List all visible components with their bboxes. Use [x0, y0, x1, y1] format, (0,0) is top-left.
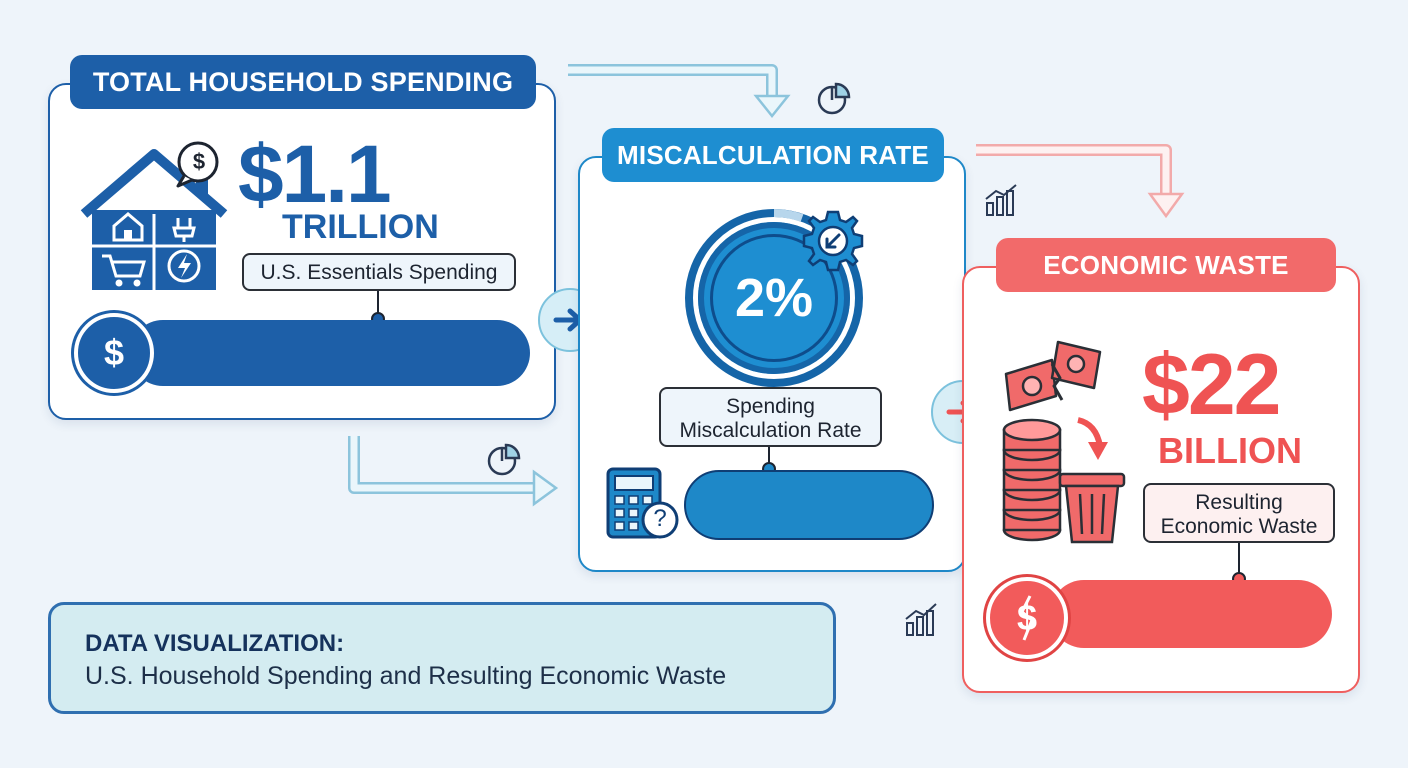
crack-icon: [1020, 595, 1034, 641]
spending-bar: [130, 320, 530, 386]
question-mark: ?: [653, 505, 667, 532]
house-icon: [80, 149, 228, 290]
waste-label-line2: Economic Waste: [1160, 515, 1318, 538]
rate-card-title: MISCALCULATION RATE: [602, 128, 944, 182]
footer-panel: DATA VISUALIZATION: U.S. Household Spend…: [48, 602, 836, 714]
money-waste-icon: [1002, 340, 1126, 544]
rate-bar: [684, 470, 934, 540]
rate-ring: [685, 209, 863, 387]
spending-value: $1.1: [238, 129, 392, 220]
gear-icon: [802, 210, 864, 272]
pie-chart-icon: [817, 82, 851, 115]
footer-subtitle: U.S. Household Spending and Resulting Ec…: [85, 662, 727, 690]
connector-line: [377, 291, 379, 319]
waste-label-line1: Resulting: [1195, 491, 1283, 514]
rate-label-line2: Miscalculation Rate: [679, 419, 862, 442]
rate-label-line1: Spending: [726, 395, 815, 418]
waste-label: Resulting Economic Waste: [1143, 483, 1335, 543]
speech-bubble-dollar: $: [192, 149, 206, 174]
waste-value: $22: [1142, 337, 1281, 433]
calculator-icon: [606, 467, 679, 539]
waste-card-title: ECONOMIC WASTE: [996, 238, 1336, 292]
waste-bar: [1050, 580, 1332, 648]
pie-chart-icon: [487, 443, 521, 476]
spending-label: U.S. Essentials Spending: [242, 253, 516, 291]
rate-label: Spending Miscalculation Rate: [659, 387, 882, 447]
dollar-coin-icon: $: [74, 313, 154, 393]
broken-dollar-coin-icon: $: [986, 577, 1068, 659]
footer-title: DATA VISUALIZATION:: [85, 630, 345, 657]
speech-bubble-icon: [176, 141, 219, 188]
bar-chart-icon: [985, 184, 1017, 216]
waste-unit: BILLION: [1158, 430, 1302, 471]
bar-chart-icon: [905, 603, 937, 636]
connector-line: [1238, 543, 1240, 579]
connector-line: [768, 447, 770, 469]
spending-unit: TRILLION: [282, 208, 439, 246]
spending-card-title: TOTAL HOUSEHOLD SPENDING: [70, 55, 536, 109]
